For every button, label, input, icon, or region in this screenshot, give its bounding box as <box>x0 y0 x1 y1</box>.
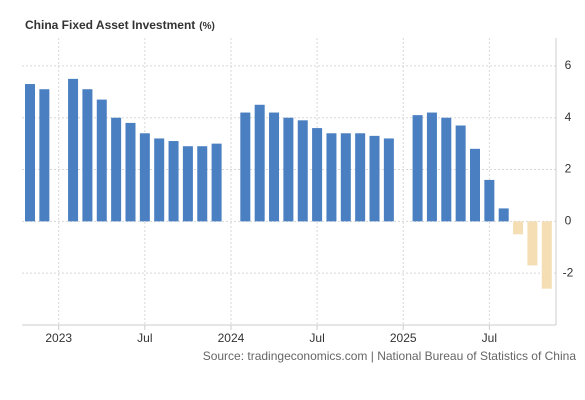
x-tick-label: 2023 <box>45 331 72 345</box>
bar <box>96 99 107 222</box>
bar <box>355 133 366 222</box>
x-tick-label: Jul <box>309 331 324 345</box>
bar <box>125 122 136 222</box>
x-tick-label: 2025 <box>390 331 417 345</box>
bar <box>182 146 193 222</box>
chart-title: China Fixed Asset Investment (%) <box>25 18 215 32</box>
bar <box>139 133 150 222</box>
bar <box>383 138 394 222</box>
bar <box>254 104 265 222</box>
bar <box>168 141 179 222</box>
bar <box>25 84 35 222</box>
bar <box>154 138 165 222</box>
bar <box>283 117 294 222</box>
source: Source: tradingeconomics.com | National … <box>203 349 577 363</box>
x-tick-label: Jul <box>137 331 152 345</box>
title-text: China Fixed Asset Investment <box>25 18 195 32</box>
bar <box>369 135 380 222</box>
bar <box>39 89 50 222</box>
bar <box>412 115 423 222</box>
unit: (%) <box>199 21 215 32</box>
bar <box>111 117 122 222</box>
y-tick-label: 0 <box>565 214 572 228</box>
y-tick-label: -2 <box>563 265 574 279</box>
y-tick-label: 2 <box>565 162 572 176</box>
bar <box>455 125 466 222</box>
bar <box>441 117 452 222</box>
bar <box>513 221 524 235</box>
bar <box>541 221 552 289</box>
bar <box>269 112 280 222</box>
bar <box>312 128 323 222</box>
bar <box>197 146 208 222</box>
bar <box>68 78 79 222</box>
bar <box>470 148 480 222</box>
bar <box>82 89 93 222</box>
y-tick-label: 4 <box>565 110 572 124</box>
bar <box>211 143 222 222</box>
bar <box>498 208 509 222</box>
bar <box>426 112 437 222</box>
bar <box>340 133 351 222</box>
bar <box>240 112 251 222</box>
bar <box>326 133 337 222</box>
bar <box>297 120 308 222</box>
bar <box>527 221 538 266</box>
x-tick-label: 2024 <box>218 331 245 345</box>
y-tick-label: 6 <box>565 58 572 72</box>
bar <box>484 179 495 222</box>
x-tick-label: Jul <box>482 331 497 345</box>
